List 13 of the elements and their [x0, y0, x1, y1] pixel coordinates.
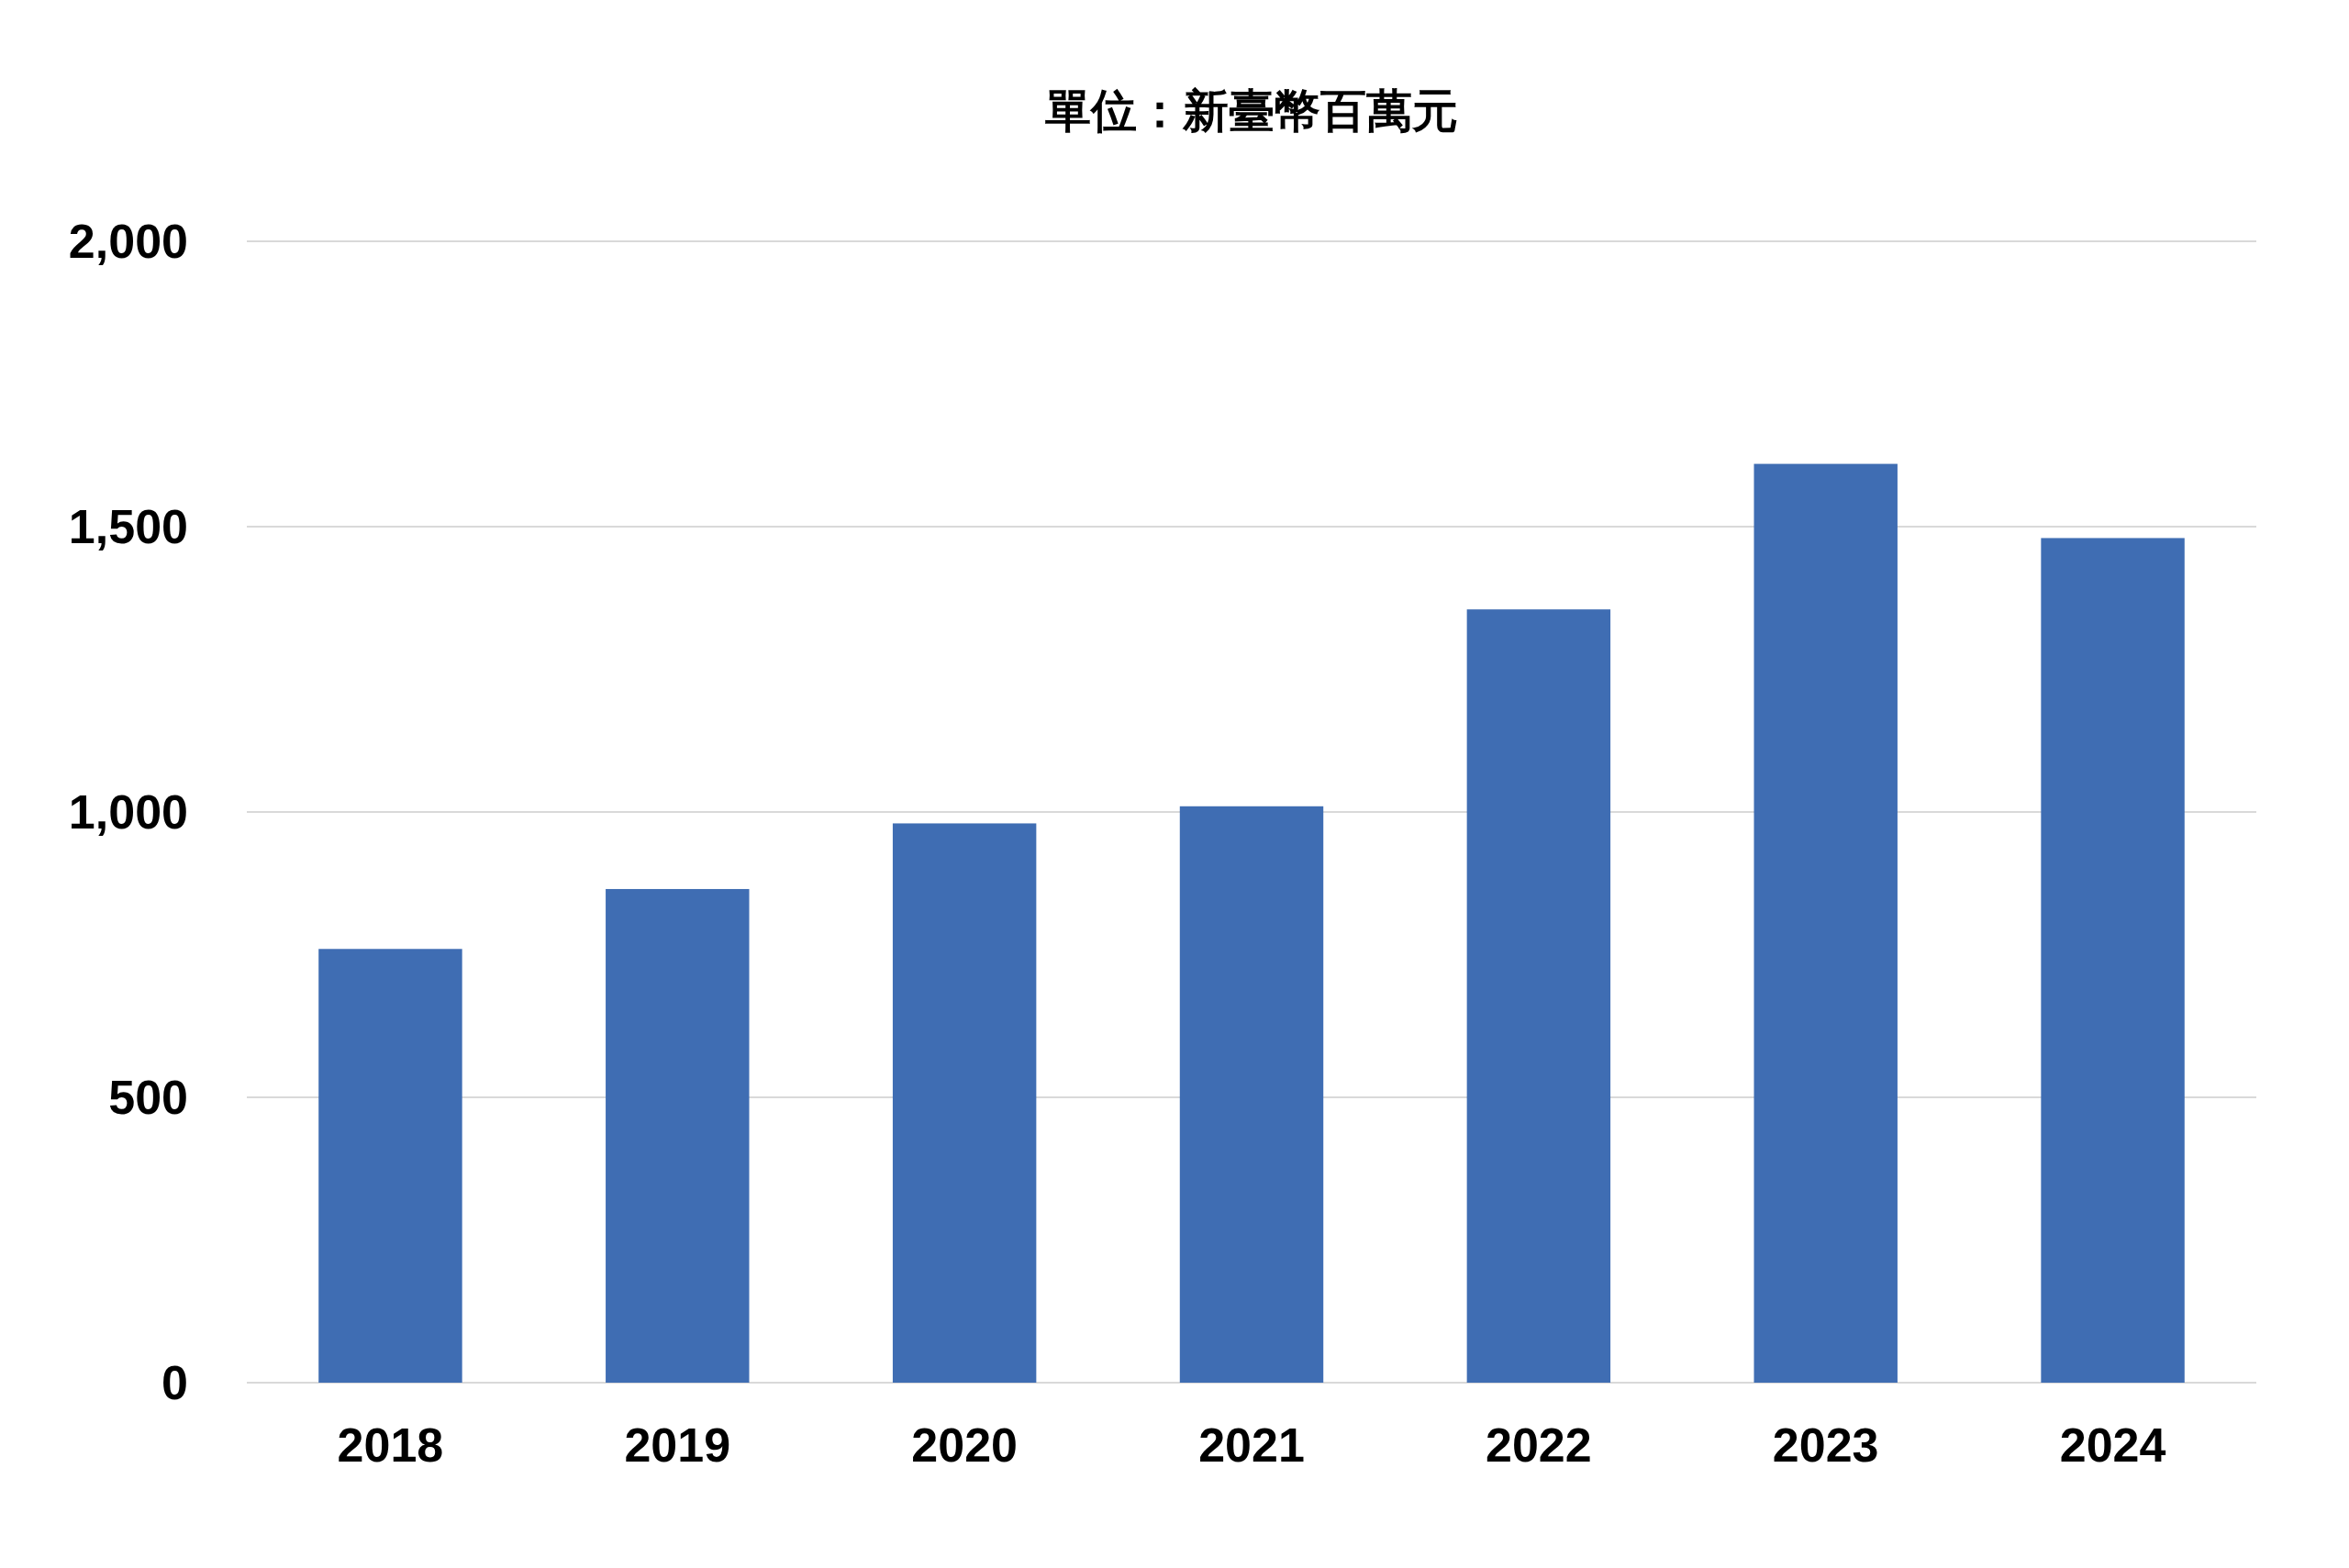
x-tick-label: 2018: [337, 1418, 444, 1472]
x-tick-label: 2024: [2059, 1418, 2166, 1472]
x-tick-label: 2019: [624, 1418, 731, 1472]
x-tick-label: 2020: [911, 1418, 1018, 1472]
y-tick-label: 2,000: [68, 215, 188, 268]
y-tick-label: 1,500: [68, 500, 188, 553]
y-tick-label: 500: [108, 1071, 188, 1124]
y-tick-label: 0: [161, 1356, 188, 1409]
chart-title: 單位：新臺幣百萬元: [1045, 85, 1458, 137]
y-tick-label: 1,000: [68, 785, 188, 839]
x-tick-label: 2022: [1486, 1418, 1592, 1472]
x-tick-label: 2021: [1198, 1418, 1305, 1472]
x-tick-label: 2023: [1772, 1418, 1879, 1472]
